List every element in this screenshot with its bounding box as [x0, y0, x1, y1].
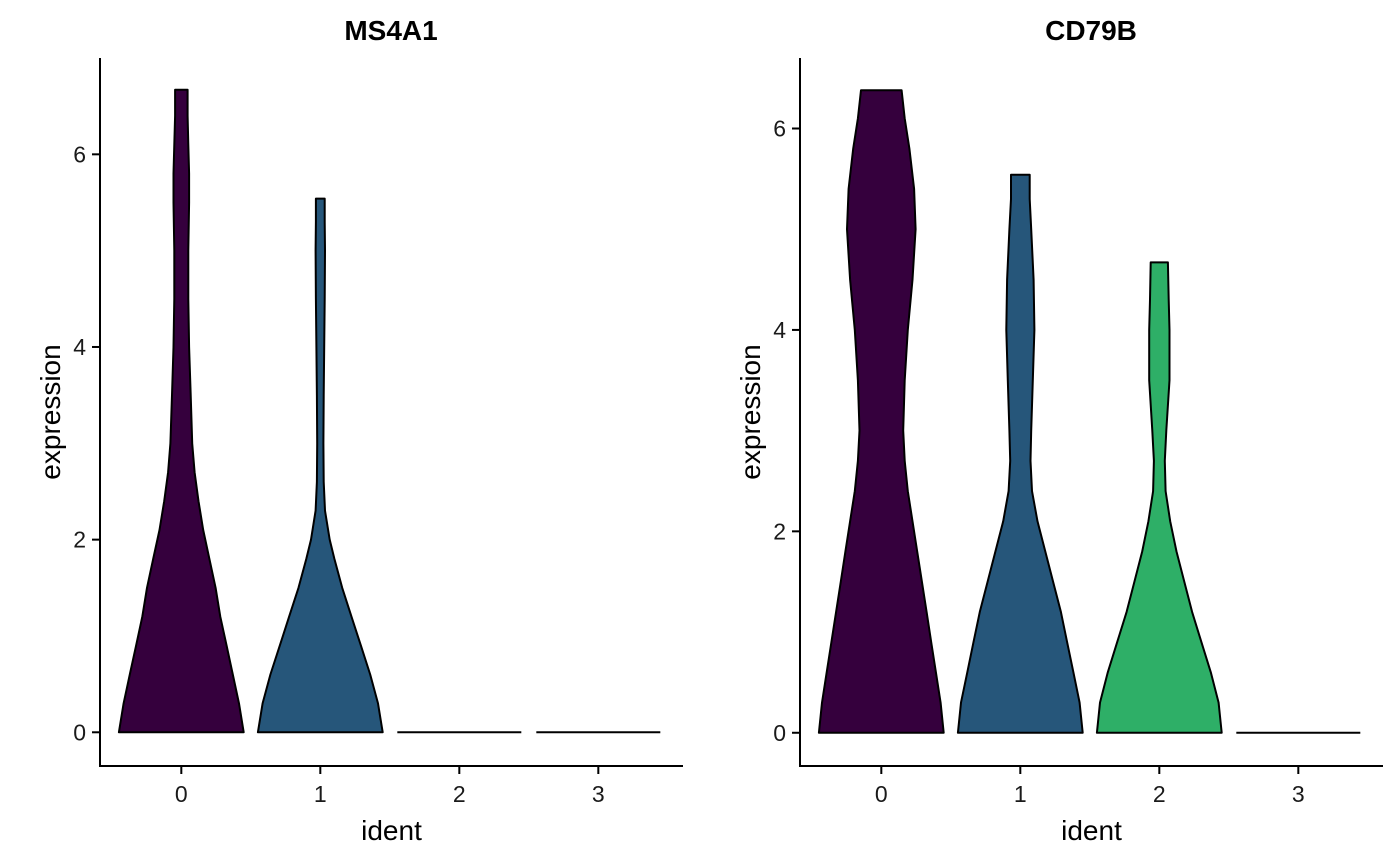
- x-ticks: 0 1 2 3: [875, 766, 1305, 807]
- violin-0: [117, 88, 245, 734]
- y-tick-label: 2: [73, 527, 86, 553]
- x-tick-label: 1: [1014, 781, 1027, 807]
- x-tick-label: 0: [875, 781, 888, 807]
- y-tick-label: 4: [73, 334, 86, 360]
- violins: [817, 89, 1361, 734]
- x-tick-label: 3: [592, 781, 605, 807]
- violin-1: [956, 173, 1084, 734]
- y-ticks: 0 2 4 6: [773, 116, 800, 746]
- x-tick-label: 3: [1292, 781, 1305, 807]
- y-tick-label: 4: [773, 317, 786, 343]
- x-tick-label: 2: [1153, 781, 1166, 807]
- y-ticks: 0 2 4 6: [73, 141, 100, 745]
- x-tick-label: 0: [175, 781, 188, 807]
- x-axis-title: ident: [1061, 815, 1122, 846]
- x-ticks: 0 1 2 3: [175, 766, 605, 807]
- panel-title: CD79B: [1045, 15, 1137, 46]
- panel-title: MS4A1: [344, 15, 437, 46]
- violin-1: [256, 197, 384, 734]
- violin-2: [1095, 261, 1223, 734]
- y-tick-label: 0: [773, 720, 786, 746]
- violin-0: [817, 89, 945, 734]
- y-tick-label: 2: [773, 518, 786, 544]
- y-tick-label: 6: [73, 141, 86, 167]
- y-tick-label: 6: [773, 116, 786, 142]
- y-axis-title: expression: [35, 344, 66, 479]
- y-axis-title: expression: [735, 344, 766, 479]
- x-tick-label: 2: [453, 781, 466, 807]
- x-tick-label: 1: [314, 781, 327, 807]
- panel-cd79b: CD79B 0 2 4 6 0 1 2 3 ident expression: [735, 15, 1383, 846]
- violins: [117, 88, 661, 734]
- y-tick-label: 0: [73, 719, 86, 745]
- panel-ms4a1: MS4A1 0 2 4 6 0 1 2 3 ident expression: [35, 15, 683, 846]
- x-axis-title: ident: [361, 815, 422, 846]
